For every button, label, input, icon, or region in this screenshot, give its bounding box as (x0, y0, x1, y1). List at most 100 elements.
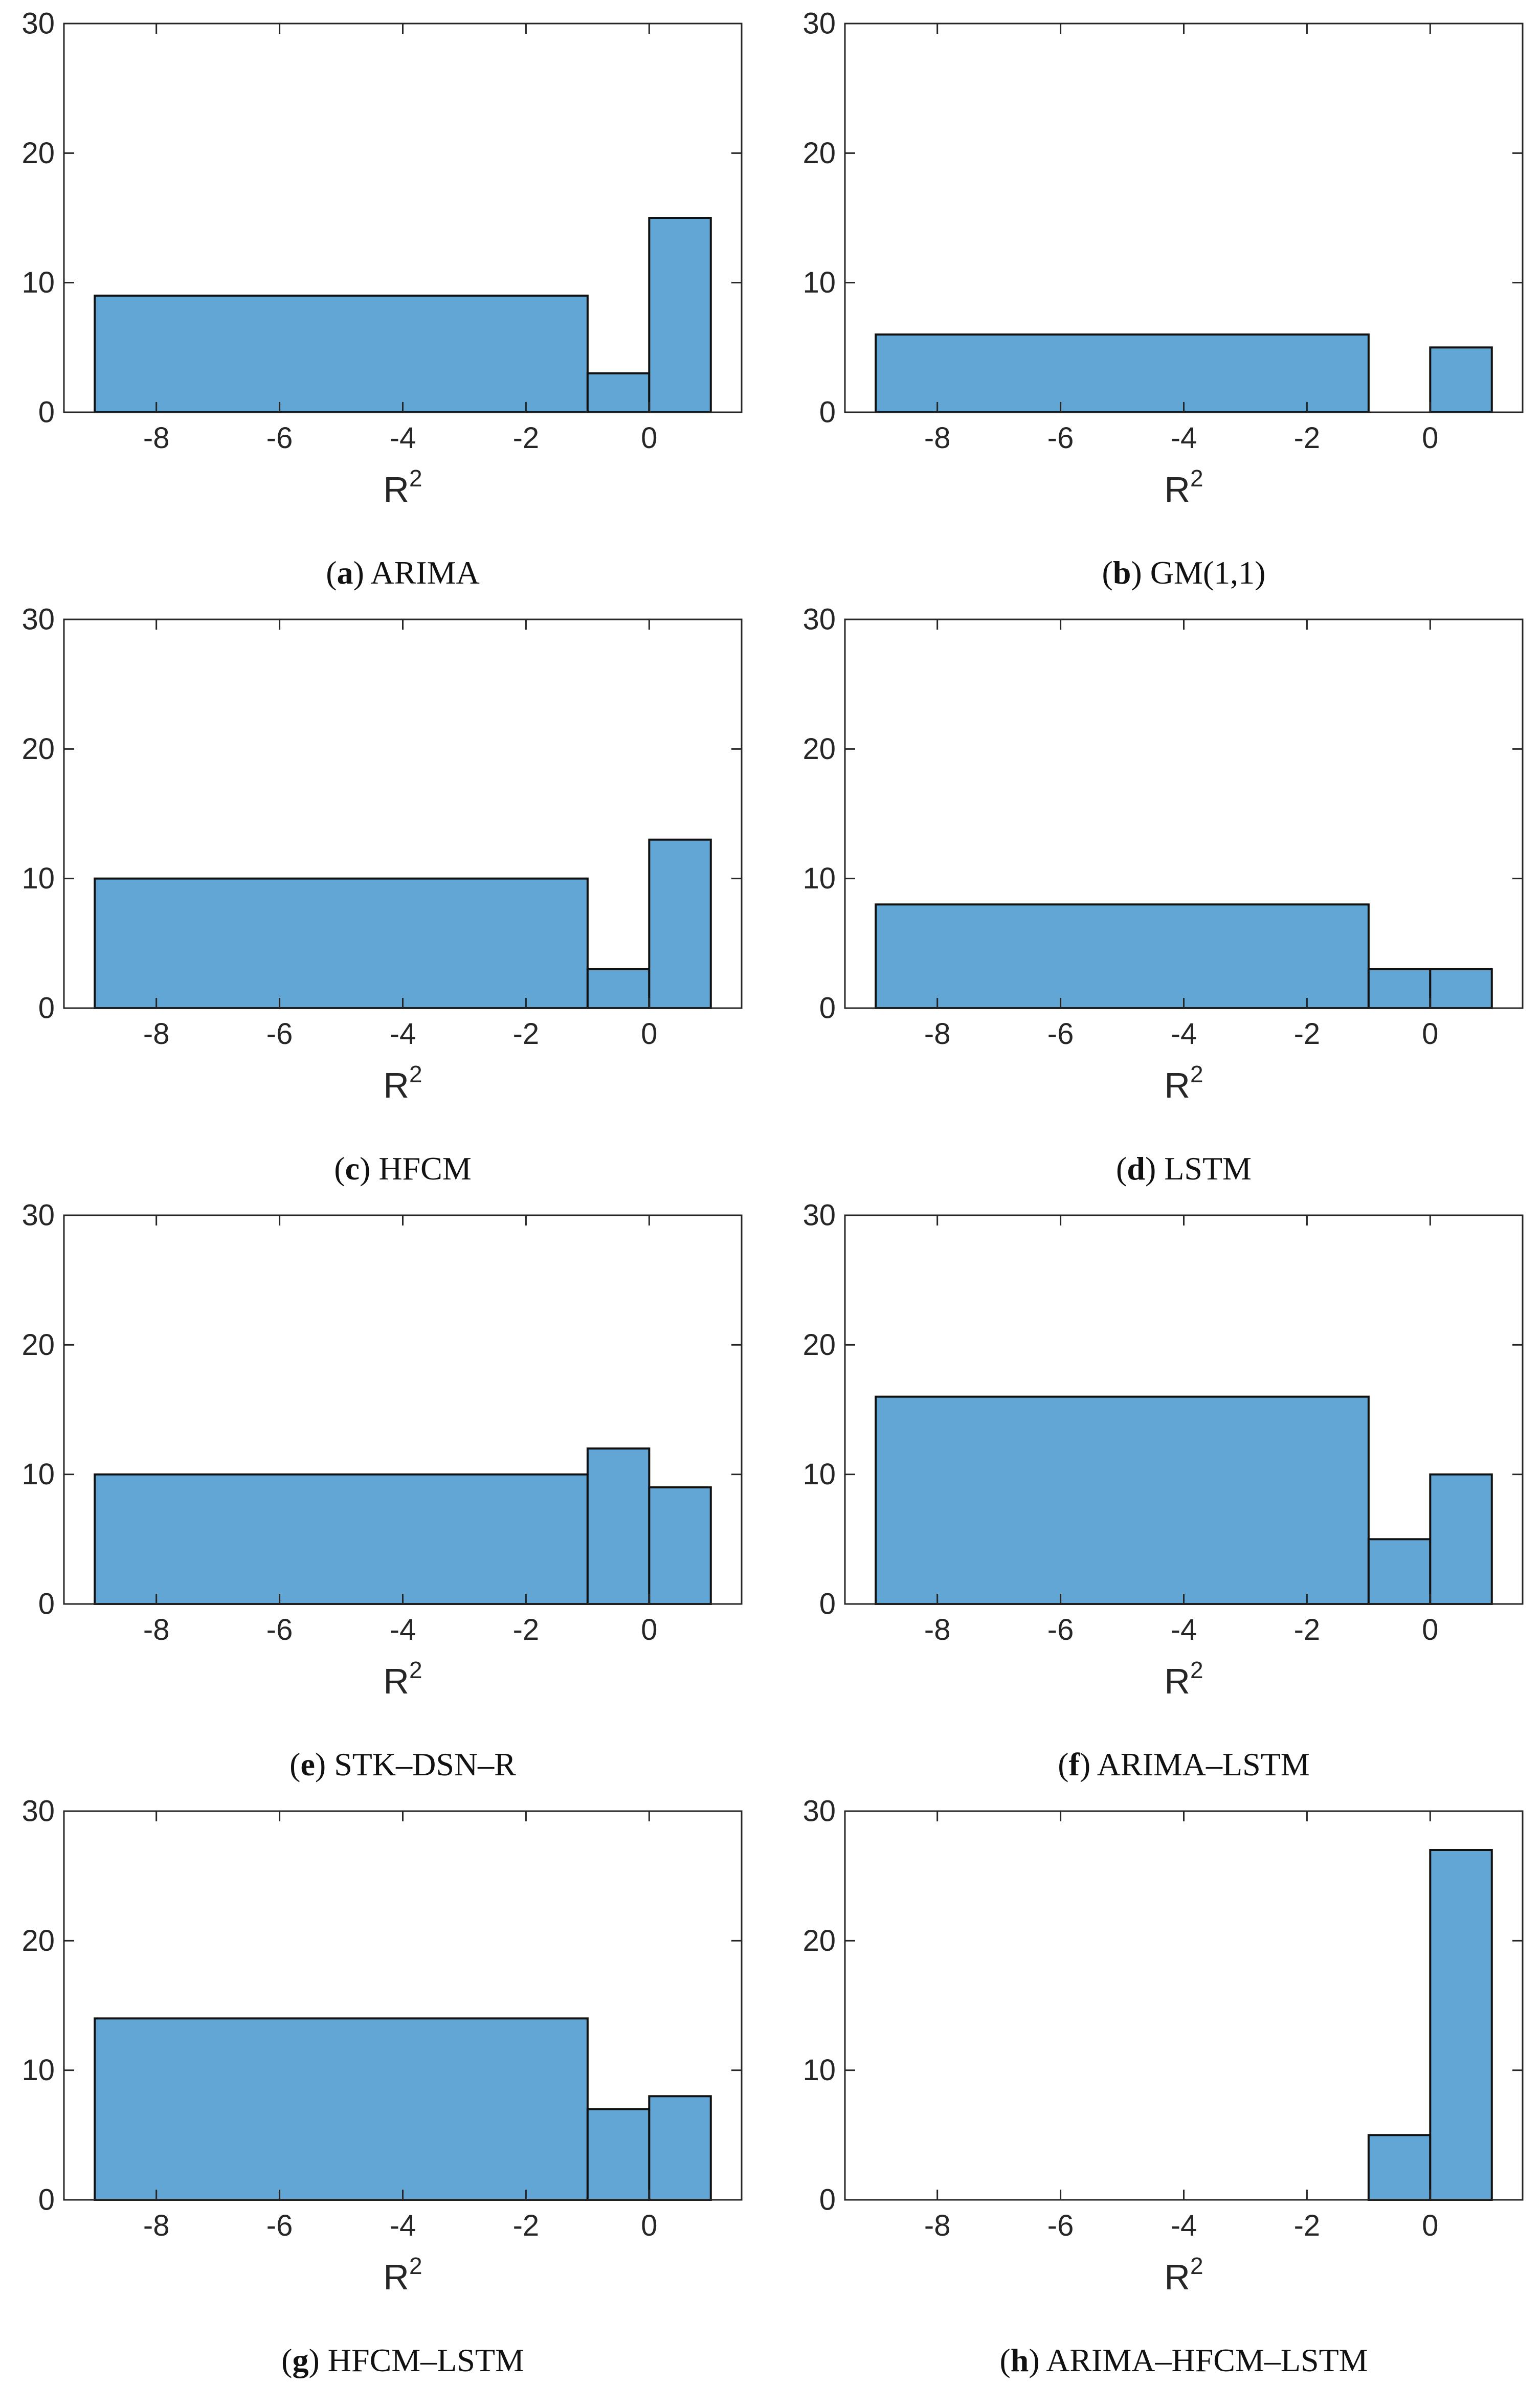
x-tick-label: -2 (1294, 421, 1321, 455)
y-tick-label: 30 (21, 603, 55, 636)
panel-h: 0 10 20 30 -8 -6 -4 -2 0 R2 (h) ARIMA–HFCM–LSTM (802, 1795, 1524, 2378)
caption-method-name: ARIMA–LSTM (1097, 1746, 1310, 1782)
caption-method-name: GM(1,1) (1150, 554, 1266, 591)
x-tick-label: -8 (143, 1613, 170, 1646)
x-axis-label: R2 (1164, 465, 1203, 509)
x-tick-label: -6 (1047, 1017, 1074, 1051)
caption-close-paren: ) (1131, 554, 1150, 591)
caption-panel-letter: c (345, 1150, 360, 1187)
x-tick-label: 0 (641, 1017, 657, 1051)
histogram-bar (94, 2017, 589, 2201)
x-tick-label: -2 (1294, 2209, 1321, 2242)
caption-panel-letter: e (300, 1746, 315, 1782)
y-tick-label: 0 (819, 396, 836, 429)
x-axis-label-superscript: 2 (1190, 1061, 1203, 1087)
x-tick-label: -8 (924, 2209, 951, 2242)
x-tick-label: -8 (924, 1017, 951, 1051)
x-tick-label: -2 (513, 2209, 540, 2242)
histogram-bar (94, 877, 589, 1009)
y-tick-label: 20 (21, 1924, 55, 1957)
x-axis-label-superscript: 2 (1190, 2253, 1203, 2279)
x-axis-label: R2 (1164, 1061, 1203, 1105)
y-tick-label: 20 (802, 1328, 836, 1362)
caption-close-paren: ) (1145, 1150, 1164, 1187)
panel-caption: (f) ARIMA–LSTM (1058, 1746, 1309, 1782)
y-tick-label: 10 (802, 862, 836, 895)
x-tick-label: -6 (1047, 421, 1074, 455)
y-tick-label: 0 (819, 992, 836, 1025)
x-tick-label: -6 (266, 421, 293, 455)
caption-close-paren: ) (360, 1150, 378, 1187)
x-tick-label: -6 (266, 2209, 293, 2242)
y-tick-label: 10 (802, 1458, 836, 1491)
panel-e: 0 10 20 30 -8 -6 -4 -2 0 R2 (e) STK–DSN–R (21, 1199, 743, 1782)
y-tick-label: 10 (802, 2054, 836, 2087)
panel-caption: (e) STK–DSN–R (289, 1746, 516, 1782)
y-tick-label: 0 (38, 992, 55, 1025)
caption-open-paren: ( (1102, 554, 1113, 591)
caption-method-name: ARIMA (370, 554, 479, 591)
x-axis-label-base: R (1164, 470, 1190, 509)
histogram-bar (648, 1486, 712, 1605)
x-tick-label: 0 (1422, 1613, 1438, 1646)
x-axis-label-base: R (383, 1065, 409, 1105)
y-tick-label: 10 (21, 266, 55, 299)
panel-caption: (b) GM(1,1) (1102, 554, 1266, 591)
panel-f: 0 10 20 30 -8 -6 -4 -2 0 R2 (f) ARIMA–LSTM (802, 1199, 1524, 1782)
histogram-bar (1429, 1849, 1493, 2201)
y-tick-label: 30 (802, 7, 836, 40)
caption-method-name: LSTM (1164, 1150, 1252, 1187)
x-tick-label: -4 (390, 1017, 416, 1051)
caption-open-paren: ( (1058, 1746, 1068, 1782)
caption-method-name: STK–DSN–R (334, 1746, 516, 1782)
caption-panel-letter: g (292, 2342, 308, 2378)
caption-method-name: ARIMA–HFCM–LSTM (1046, 2342, 1368, 2378)
caption-open-paren: ( (289, 1746, 300, 1782)
x-axis-label-superscript: 2 (409, 465, 422, 492)
caption-open-paren: ( (326, 554, 337, 591)
x-tick-label: -4 (390, 421, 416, 455)
x-tick-label: -8 (143, 1017, 170, 1051)
y-tick-label: 30 (21, 1795, 55, 1828)
x-tick-label: -6 (266, 1017, 293, 1051)
histogram-bar (875, 903, 1370, 1010)
x-axis-label-base: R (1164, 1065, 1190, 1105)
x-axis-label: R2 (383, 465, 422, 509)
x-axis-label-base: R (383, 1661, 409, 1701)
y-tick-label: 0 (819, 1588, 836, 1621)
x-axis-label-superscript: 2 (409, 2253, 422, 2279)
histogram-bar (94, 1473, 589, 1606)
x-axis-label: R2 (1164, 2253, 1203, 2297)
x-tick-label: -4 (1171, 421, 1197, 455)
x-axis-label: R2 (383, 2253, 422, 2297)
histogram-bar (1367, 968, 1432, 1009)
x-tick-label: -2 (513, 1613, 540, 1646)
caption-open-paren: ( (999, 2342, 1010, 2378)
y-tick-label: 30 (802, 1199, 836, 1232)
histogram-bar (875, 333, 1370, 413)
y-tick-label: 30 (21, 1199, 55, 1232)
x-tick-label: -2 (1294, 1613, 1321, 1646)
x-axis-label-superscript: 2 (409, 1657, 422, 1683)
x-tick-label: 0 (641, 2209, 657, 2242)
y-tick-label: 0 (38, 396, 55, 429)
y-tick-label: 20 (802, 137, 836, 170)
x-axis-label-base: R (1164, 1661, 1190, 1701)
histogram-bar (875, 1395, 1370, 1606)
y-tick-label: 0 (38, 1588, 55, 1621)
panel-a: 0 10 20 30 -8 -6 -4 -2 0 R2 (a) ARIMA (21, 7, 743, 591)
panel-d: 0 10 20 30 -8 -6 -4 -2 0 R2 (d) LSTM (802, 603, 1524, 1187)
panel-b: 0 10 20 30 -8 -6 -4 -2 0 R2 (b) GM(1,1) (802, 7, 1524, 591)
y-tick-label: 30 (802, 603, 836, 636)
x-tick-label: -6 (1047, 2209, 1074, 2242)
caption-open-paren: ( (1116, 1150, 1127, 1187)
x-axis-label-superscript: 2 (1190, 465, 1203, 492)
y-tick-label: 10 (21, 2054, 55, 2087)
y-tick-label: 10 (21, 862, 55, 895)
x-tick-label: 0 (1422, 1017, 1438, 1051)
y-tick-label: 20 (802, 1924, 836, 1957)
histogram-bar (586, 2108, 651, 2201)
x-tick-label: 0 (1422, 421, 1438, 455)
x-tick-label: -4 (390, 2209, 416, 2242)
